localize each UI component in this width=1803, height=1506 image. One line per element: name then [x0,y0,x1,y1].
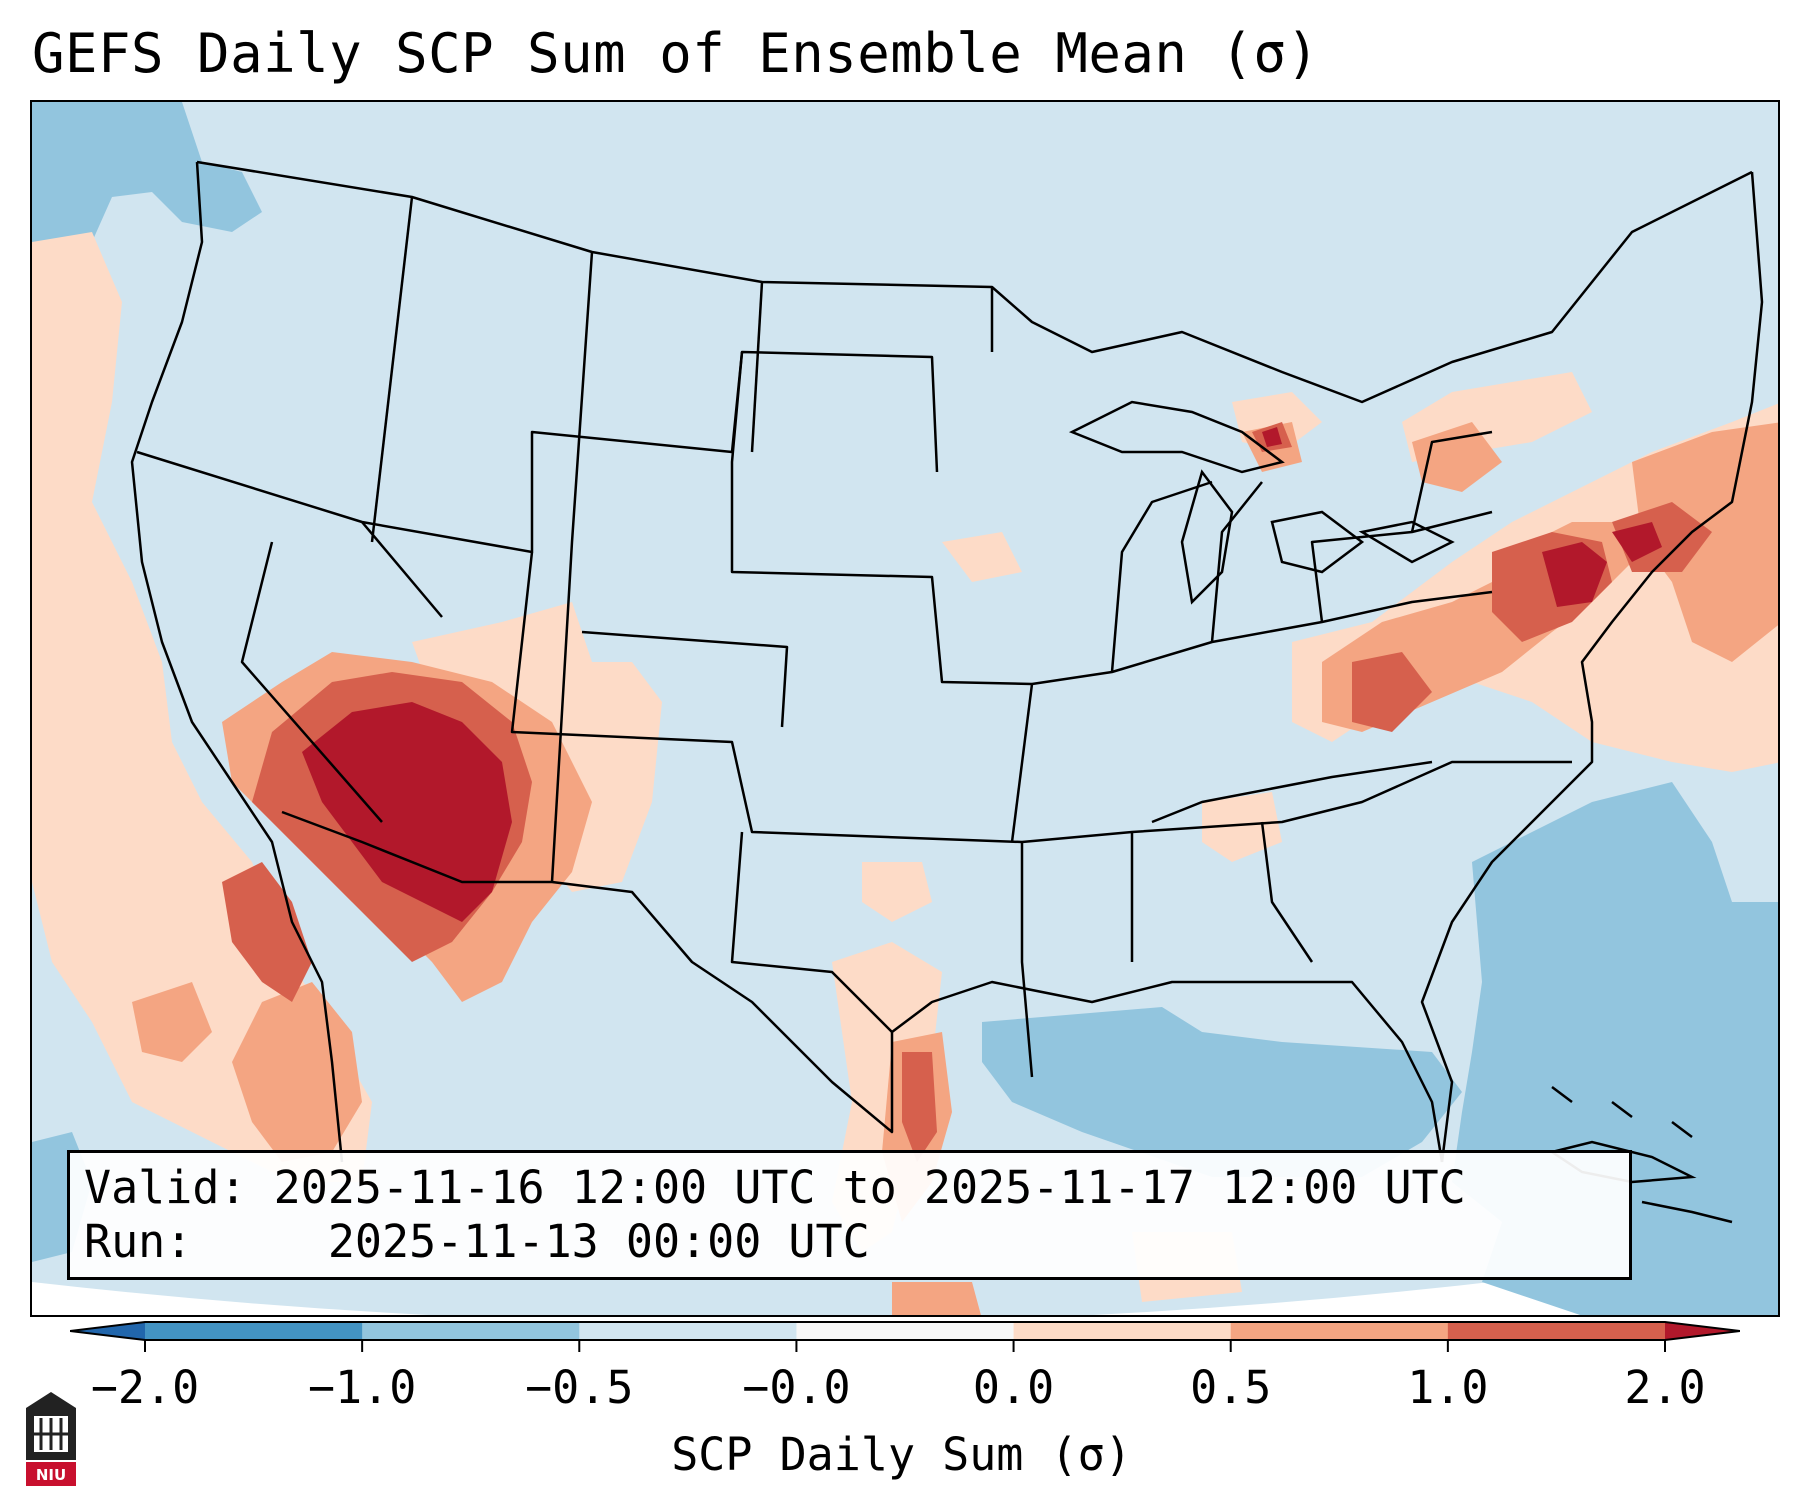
colorbar-bin [70,1322,145,1340]
state-boundaries [130,160,1764,1163]
colorbar-bin [1230,1322,1449,1340]
colorbar [70,1321,1740,1352]
colorbar-bin [1013,1322,1232,1340]
anomaly-map[interactable] [32,102,1780,1317]
colorbar-tick-label: −0.5 [525,1361,634,1414]
colorbar-bin [145,1322,363,1340]
colorbar-bin [1447,1322,1666,1340]
niu-logo: NIU [26,1392,76,1486]
logo-banner [26,1462,76,1486]
colorbar-bin [796,1322,1015,1340]
run-value: 2025-11-13 00:00 UTC [327,1215,870,1268]
valid-label: Valid: [84,1161,247,1214]
figure-title: GEFS Daily SCP Sum of Ensemble Mean (σ) [32,22,1320,85]
colorbar-tick-label: 2.0 [1624,1361,1706,1414]
run-label: Run: [84,1215,193,1268]
logo-text: NIU [36,1466,66,1484]
colorbar-bin [1665,1322,1740,1340]
great-lakes [1068,400,1455,605]
map-panel[interactable] [30,100,1780,1317]
colorbar-tick-label: −1.0 [307,1361,417,1414]
colorbar-tick-label: 1.0 [1407,1361,1489,1414]
colorbar-bins [70,1321,1740,1341]
valid-run-info-box: Valid: 2025-11-16 12:00 UTC to 2025-11-1… [67,1150,1632,1280]
colorbar-label: SCP Daily Sum (σ) [671,1428,1132,1481]
logo-columns [34,1418,68,1450]
colorbar-tick-label: −0.0 [742,1361,851,1414]
run-row: Run: 2025-11-13 00:00 UTC [84,1215,1615,1269]
colorbar-tick-label: 0.5 [1190,1361,1272,1414]
colorbar-tick-label: −2.0 [90,1361,200,1414]
colorbar-bin [579,1322,797,1340]
valid-value: 2025-11-16 12:00 UTC to 2025-11-17 12:00… [273,1161,1466,1214]
extreme-positive-regions [302,427,1662,922]
colorbar-tick-label: 0.0 [972,1361,1055,1414]
colorbar-ticks [144,1340,1666,1352]
valid-row: Valid: 2025-11-16 12:00 UTC to 2025-11-1… [84,1161,1615,1215]
colorbar-bin [362,1322,580,1340]
